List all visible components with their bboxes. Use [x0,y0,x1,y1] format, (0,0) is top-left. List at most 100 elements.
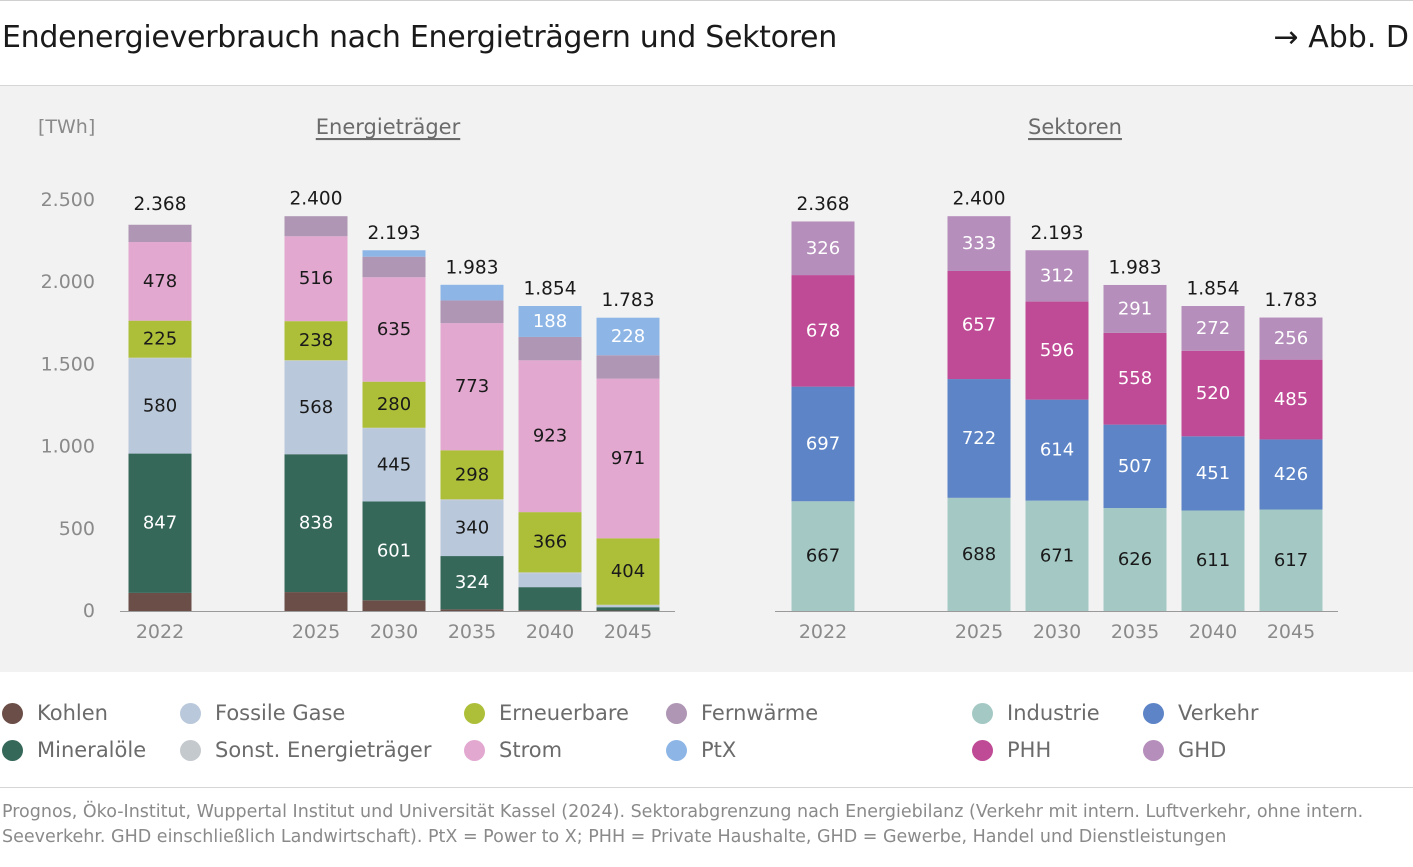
legend-item-ptx: PtX [666,737,736,763]
bar-segment [596,538,660,605]
total-label: 2.193 [1031,223,1084,244]
data-label: 614 [1040,440,1074,461]
data-label: 298 [455,464,489,485]
bar-segment [1181,306,1245,351]
bar-segment [1103,508,1167,611]
bar-segment [362,501,426,601]
data-label: 333 [962,233,996,254]
chart-panel [0,86,1413,672]
bar-segment [791,501,855,611]
bar-segment [518,306,582,337]
bar-segment [284,216,348,237]
total-label: 2.368 [797,194,850,215]
legend-item-sonst-energietraeger: Sonst. Energieträger [180,737,431,763]
data-label: 558 [1118,368,1152,389]
bar-segment [1181,510,1245,611]
data-label: 426 [1274,464,1308,485]
legend-swatch [666,739,687,761]
page-title: Endenergieverbrauch nach Energieträgern … [2,20,837,55]
figure-reference[interactable]: → Abb. D [1273,20,1409,55]
legend: Kohlen Mineralöle Fossile Gase Sonst. En… [0,690,1413,770]
x-tick-label: 2035 [1111,621,1159,643]
bar-segment [596,378,660,539]
data-label: 312 [1040,265,1074,286]
x-tick-label: 2040 [526,621,574,643]
bar-segment [362,381,426,428]
legend-label: Strom [499,738,563,762]
data-label: 617 [1274,550,1308,571]
data-label: 228 [611,326,645,347]
bar-segment [440,500,504,557]
bar-segment [596,605,660,608]
bar-segment [1025,500,1089,611]
data-label: 773 [455,376,489,397]
bar-segment [284,236,348,322]
data-label: 838 [299,513,333,534]
bar-segment [362,600,426,611]
x-tick-label: 2045 [1267,621,1315,643]
y-tick-label: 0 [83,600,95,622]
data-label: 225 [143,329,177,350]
legend-swatch [464,702,485,724]
bar-segment [947,497,1011,611]
x-tick-label: 2030 [370,621,418,643]
total-label: 1.983 [1109,257,1162,278]
x-tick-label: 2035 [448,621,496,643]
data-label: 697 [806,433,840,454]
total-label: 2.193 [368,223,421,244]
legend-item-fernwaerme: Fernwärme [666,700,818,726]
data-label: 272 [1196,318,1230,339]
bar-segment [362,427,426,429]
bar-segment [1259,439,1323,510]
bar-segment [1025,399,1089,501]
x-tick-label: 2030 [1033,621,1081,643]
legend-item-mineraloele: Mineralöle [2,737,146,763]
data-label: 445 [377,454,411,475]
bar-segment [518,610,582,611]
legend-label: Mineralöle [37,738,147,762]
data-label: 478 [143,271,177,292]
total-label: 1.854 [1187,279,1240,300]
legend-swatch [180,702,201,724]
total-label: 1.783 [602,290,655,311]
data-label: 520 [1196,383,1230,404]
bar-segment [128,358,192,454]
bar-segment [1259,359,1323,440]
x-tick-label: 2045 [604,621,652,643]
legend-item-strom: Strom [464,737,562,763]
data-label: 626 [1118,549,1152,570]
x-tick-label: 2025 [955,621,1003,643]
data-label: 291 [1118,298,1152,319]
x-tick-label: 2025 [292,621,340,643]
legend-swatch [972,739,993,761]
legend-swatch [1143,702,1164,724]
data-label: 657 [962,315,996,336]
legend-item-industrie: Industrie [972,700,1100,726]
data-label: 485 [1274,389,1308,410]
legend-item-ghd: GHD [1143,737,1226,763]
data-label: 923 [533,426,567,447]
header-divider [0,85,1413,86]
data-label: 580 [143,395,177,416]
data-label: 722 [962,428,996,449]
bar-segment [1025,301,1089,400]
legend-label: GHD [1178,738,1227,762]
x-tick-label: 2022 [799,621,847,643]
bar-segment [947,270,1011,380]
legend-swatch [180,739,201,761]
data-label: 667 [806,546,840,567]
total-label: 2.400 [290,189,343,210]
data-label: 366 [533,532,567,553]
source-note: Prognos, Öko-Institut, Wuppertal Institu… [2,802,1364,847]
legend-item-kohlen: Kohlen [2,700,108,726]
bar-segment [947,379,1011,498]
bar-segment [440,450,504,500]
bar-segment [596,317,660,356]
bar-segment [791,386,855,502]
data-label: 507 [1118,456,1152,477]
data-label: 404 [611,561,645,582]
legend-label: Verkehr [1178,701,1259,725]
data-label: 601 [377,540,411,561]
bar-segment [596,610,660,612]
bar-segment [284,592,348,611]
